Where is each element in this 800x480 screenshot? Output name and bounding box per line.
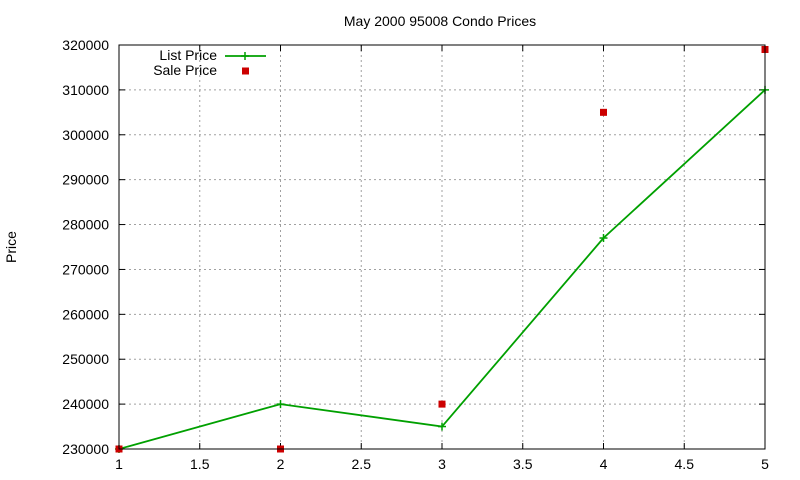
y-tick-label: 240000 (62, 396, 109, 412)
data-point (276, 400, 285, 409)
x-tick-label: 1.5 (190, 456, 210, 472)
data-point (438, 422, 446, 431)
y-tick-label: 300000 (62, 127, 109, 143)
data-point (599, 234, 608, 243)
chart-title: May 2000 95008 Condo Prices (344, 13, 536, 29)
grid (119, 45, 765, 449)
legend-marker (242, 67, 249, 75)
x-tick-label: 2.5 (352, 456, 372, 472)
y-tick-label: 250000 (62, 351, 109, 367)
y-axis-label: Price (3, 231, 19, 263)
plot-frame (118, 44, 766, 450)
legend-item: List Price (159, 47, 266, 63)
legend-label: Sale Price (153, 62, 217, 78)
y-tick-label: 260000 (62, 306, 109, 322)
x-tick-label: 3 (438, 456, 446, 472)
x-tick-label: 1 (115, 456, 123, 472)
data-point (600, 108, 607, 116)
legend-item: Sale Price (153, 62, 249, 78)
data-point (438, 400, 446, 408)
y-tick-label: 280000 (62, 217, 109, 233)
y-tick-label: 310000 (62, 82, 109, 98)
x-tick-label: 2 (277, 456, 285, 472)
legend-marker (241, 52, 249, 60)
x-tick-label: 4.5 (675, 456, 695, 472)
x-tick-label: 3.5 (513, 456, 533, 472)
tick-labels: 1 1.5 2 2.5 3 3.5 4 4.5 5 230000 240000 250000 26000… (62, 37, 769, 472)
x-tick-label: 5 (761, 456, 769, 472)
y-tick-label: 270000 (62, 261, 109, 277)
x-tick-label: 4 (600, 456, 608, 472)
y-tick-label: 230000 (62, 441, 109, 457)
y-tick-label: 290000 (62, 172, 109, 188)
legend-label: List Price (159, 47, 217, 63)
y-tick-label: 320000 (62, 37, 109, 53)
